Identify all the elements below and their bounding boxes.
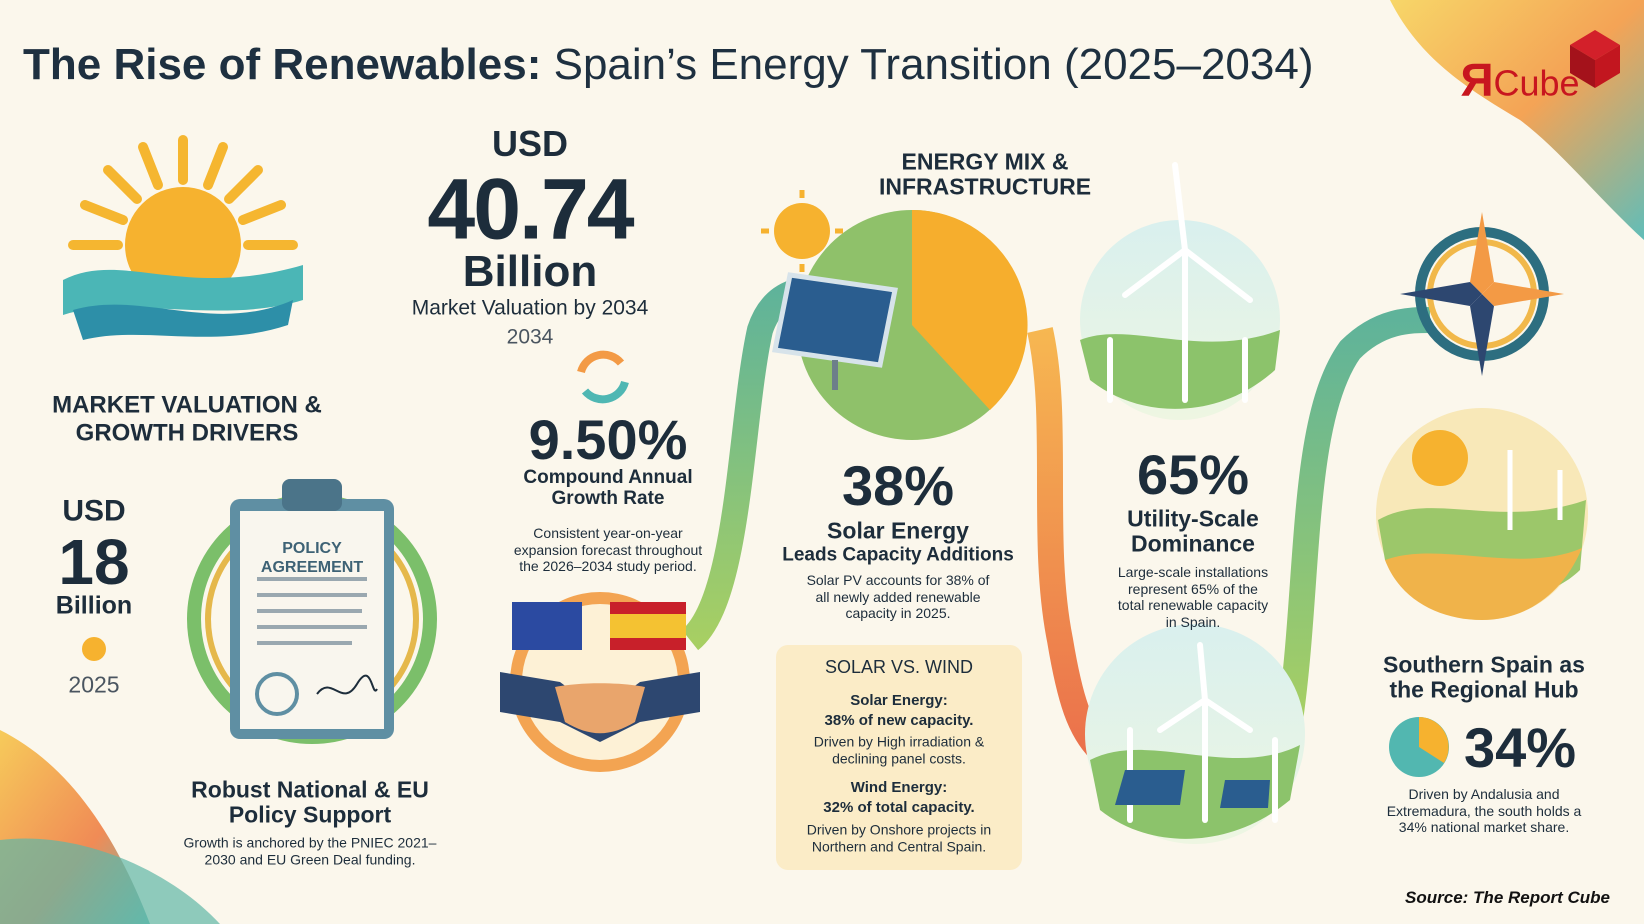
cagr-heading: Compound Annual Growth Rate [523,467,693,509]
policy-text: Growth is anchored by the PNIEC 2021–203… [183,834,437,867]
corner-blob [1390,0,1644,240]
cagr-text: Consistent year-on-year expansion foreca… [513,525,703,575]
comparison-title: Wind Energy: [850,778,948,796]
logo-text: Cube [1493,62,1580,104]
base-year: 2025 [68,671,120,698]
regional-pie [1389,717,1449,777]
drivers-heading: MARKET VALUATION & GROWTH DRIVERS [52,391,322,446]
logo-mark: Я [1460,53,1494,106]
regional-heading: Southern Spain as the Regional Hub [1383,651,1585,703]
comparison-text: Driven by High irradiation & declining p… [813,733,985,766]
valuation-unit: Billion [462,246,598,296]
energy-mix-illustration [761,190,1028,440]
utility-text: Large-scale installations represent 65% … [1117,563,1269,630]
connector-path [680,277,811,651]
valuation-caption: Market Valuation by 2034 [411,296,649,320]
energy-mix-heading: ENERGY MIX & INFRASTRUCTURE [878,148,1092,200]
solar-text: Solar PV accounts for 38% of all newly a… [806,572,990,622]
solar-heading: Leads Capacity Additions [782,544,1014,566]
comparison-heading: SOLAR VS. WIND [824,657,974,678]
regional-value: 34% [1463,716,1577,780]
utility-value: 65% [1136,443,1250,507]
wind-illustration [1080,162,1305,844]
compass-icon [1400,212,1564,376]
base-currency: USD [62,494,126,528]
cagr-value: 9.50% [528,408,688,472]
connector-path [1277,307,1431,722]
title: The Rise of Renewables: Spain’s Energy T… [23,39,1314,89]
comparison-panel [776,645,1022,870]
connector-path [1027,327,1110,760]
source: Source: The Report Cube [1405,888,1610,907]
logo-cube [1570,30,1620,88]
solar-heading: Solar Energy [827,517,969,544]
policy-illustration [187,479,437,744]
base-unit: Billion [55,591,133,620]
handshake-badge [500,592,700,772]
southern-landscape [1376,408,1588,620]
title-rest: Spain’s Energy Transition (2025–2034) [553,39,1314,89]
corner-blob [0,838,220,924]
comparison-stat: 32% of total capacity. [823,798,975,816]
cycle-icon [577,350,629,404]
document-title: POLICY [282,540,342,558]
valuation-amount: 40.74 [427,161,634,258]
logo: ЯCube [1460,53,1580,106]
valuation-currency: USD [491,123,569,165]
year-dot [82,637,106,661]
sun-illustration [63,135,303,340]
regional-text: Driven by Andalusia and Extremadura, the… [1386,786,1582,836]
comparison-title: Solar Energy: [850,691,948,709]
comparison-stat: 38% of new capacity. [824,711,974,729]
valuation-year: 2034 [506,325,554,349]
solar-value: 38% [841,454,955,518]
base-amount: 18 [58,525,130,598]
comparison-text: Driven by Onshore projects in Northern a… [806,821,992,854]
document-title: AGREEMENT [260,559,364,577]
utility-heading: Utility-Scale Dominance [1127,505,1259,557]
title-bold: The Rise of Renewables: [23,39,542,89]
policy-heading: Robust National & EU Policy Support [191,776,429,828]
